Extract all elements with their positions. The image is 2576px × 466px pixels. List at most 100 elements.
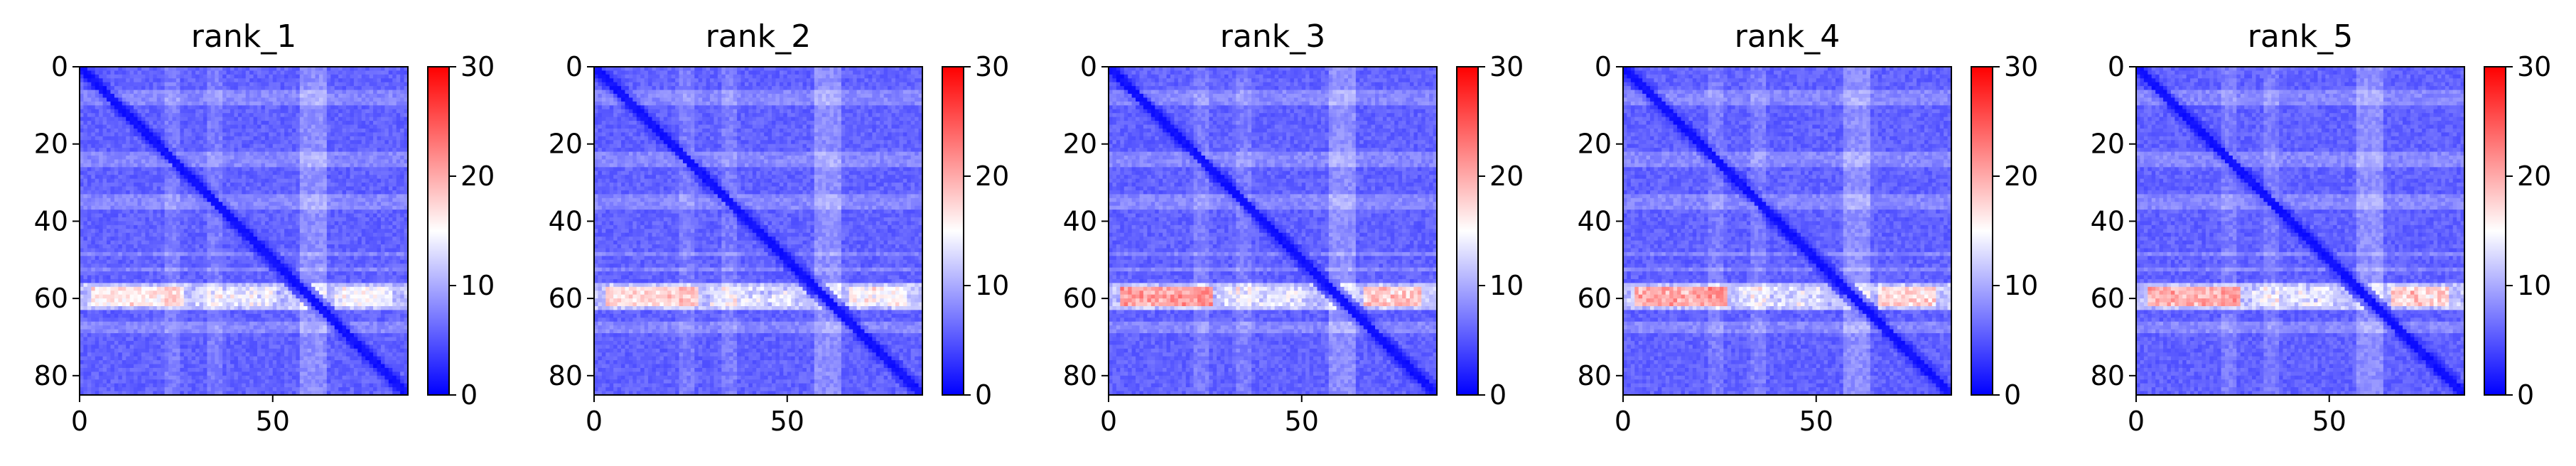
heatmap-cell: [102, 101, 107, 106]
heatmap-cell: [342, 248, 347, 253]
heatmap-cell: [137, 140, 142, 145]
heatmap-cell: [365, 190, 370, 195]
heatmap-cell: [369, 167, 374, 172]
heatmap-cell: [188, 229, 193, 234]
heatmap-cell: [141, 109, 146, 114]
heatmap-cell: [357, 132, 362, 137]
heatmap-cell: [296, 213, 301, 218]
heatmap-cell: [226, 143, 231, 148]
heatmap-cell: [83, 271, 88, 276]
heatmap-cell: [126, 97, 131, 102]
heatmap-cell: [311, 159, 316, 164]
heatmap-cell: [126, 159, 131, 164]
heatmap-cell: [330, 186, 335, 191]
heatmap-cell: [380, 251, 385, 256]
heatmap-cell: [272, 224, 277, 229]
heatmap-cell: [311, 124, 316, 129]
heatmap-cell: [392, 113, 397, 118]
heatmap-cell: [91, 148, 96, 153]
heatmap-cell: [373, 256, 378, 261]
heatmap-cell: [183, 286, 188, 291]
heatmap-cell: [326, 244, 331, 249]
heatmap-cell: [365, 197, 370, 202]
heatmap-cell: [156, 210, 161, 215]
heatmap-cell: [361, 82, 366, 87]
heatmap-cell: [330, 259, 335, 264]
heatmap-cell: [237, 116, 242, 121]
heatmap-cell: [264, 151, 269, 156]
heatmap-cell: [346, 94, 351, 99]
heatmap-cell: [342, 143, 347, 148]
heatmap-cell: [311, 237, 316, 242]
heatmap-cell: [172, 140, 177, 145]
heatmap-cell: [303, 264, 308, 269]
heatmap-cell: [191, 271, 196, 276]
heatmap-cell: [330, 205, 335, 210]
heatmap-cell: [134, 278, 139, 283]
heatmap-cell: [353, 283, 358, 288]
heatmap-cell: [207, 291, 212, 296]
heatmap-cell: [291, 101, 296, 106]
heatmap-cell: [307, 121, 312, 126]
heatmap-cell: [272, 113, 277, 118]
heatmap-cell: [388, 105, 393, 110]
heatmap-cell: [107, 140, 112, 145]
heatmap-cell: [284, 148, 289, 153]
heatmap-cell: [280, 128, 285, 133]
heatmap-cell: [261, 240, 266, 245]
heatmap-cell: [284, 237, 289, 242]
heatmap-cell: [87, 251, 92, 256]
heatmap-cell: [303, 271, 308, 276]
heatmap-cell: [222, 94, 227, 99]
heatmap-cell: [234, 151, 239, 156]
heatmap-cell: [218, 202, 223, 207]
heatmap-cell: [261, 190, 266, 195]
heatmap-cell: [161, 178, 166, 183]
heatmap-cell: [272, 259, 277, 264]
heatmap-cell: [149, 101, 153, 106]
heatmap-cell: [118, 121, 123, 126]
heatmap-cell: [296, 183, 301, 188]
heatmap-cell: [134, 251, 139, 256]
heatmap-cell: [80, 197, 85, 202]
heatmap-cell: [203, 82, 208, 87]
heatmap-cell: [276, 116, 281, 121]
heatmap-cell: [334, 224, 339, 229]
heatmap-cell: [172, 210, 177, 215]
heatmap-cell: [257, 167, 262, 172]
heatmap-cell: [215, 156, 220, 161]
heatmap-cell: [114, 244, 119, 249]
heatmap-cell: [269, 264, 274, 269]
heatmap-cell: [276, 167, 281, 172]
heatmap-cell: [253, 186, 258, 191]
heatmap-cell: [253, 124, 258, 129]
heatmap-cell: [245, 229, 250, 234]
heatmap-cell: [400, 224, 405, 229]
heatmap-cell: [369, 217, 374, 222]
heatmap-cell: [210, 197, 215, 202]
heatmap-cell: [203, 278, 208, 283]
heatmap-cell: [203, 205, 208, 210]
heatmap-cell: [191, 267, 196, 272]
heatmap-cell: [315, 291, 320, 296]
heatmap-cell: [218, 136, 223, 141]
heatmap-cell: [199, 113, 204, 118]
heatmap-cell: [226, 217, 231, 222]
heatmap-cell: [334, 264, 339, 269]
heatmap-cell: [365, 90, 370, 94]
heatmap-cell: [195, 82, 200, 87]
heatmap-cell: [95, 244, 99, 249]
heatmap-cell: [257, 210, 262, 215]
heatmap-cell: [218, 197, 223, 202]
heatmap-cell: [188, 259, 193, 264]
heatmap-cell: [396, 267, 401, 272]
heatmap-cell: [110, 86, 115, 91]
heatmap-cell: [91, 116, 96, 121]
heatmap-cell: [107, 143, 112, 148]
heatmap-cell: [373, 105, 378, 110]
heatmap-cell: [122, 237, 126, 242]
heatmap-cell: [269, 205, 274, 210]
heatmap-cell: [207, 116, 212, 121]
heatmap-cell: [203, 74, 208, 79]
heatmap-cell: [377, 240, 382, 245]
